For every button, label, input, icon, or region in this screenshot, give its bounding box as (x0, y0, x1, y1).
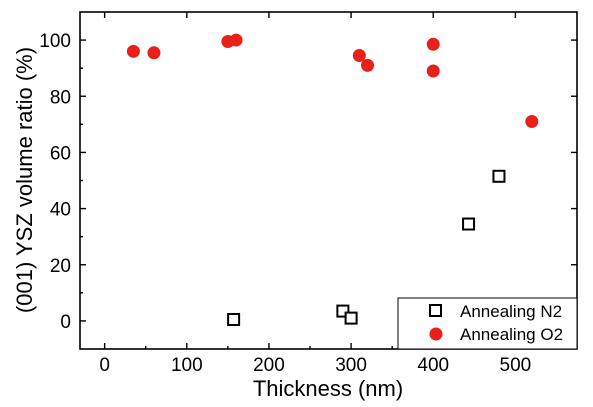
point-annealing-n2 (344, 311, 358, 325)
legend-label-o2: Annealing O2 (460, 325, 563, 344)
x-tick-label: 400 (417, 355, 449, 376)
legend: Annealing N2 Annealing O2 (397, 297, 578, 350)
y-tick-label: 0 (60, 312, 71, 333)
point-annealing-o2 (126, 44, 140, 58)
x-tick-label: 300 (335, 355, 367, 376)
point-annealing-o2 (426, 37, 440, 51)
y-axis: 0 20 40 60 80 100 (39, 31, 577, 333)
legend-marker-o2 (429, 327, 443, 341)
legend-marker-n2 (429, 304, 442, 317)
point-annealing-n2 (227, 313, 241, 327)
point-annealing-o2 (147, 46, 161, 60)
y-tick-label: 40 (50, 200, 71, 221)
legend-box (397, 297, 578, 350)
point-annealing-n2 (336, 304, 350, 318)
data-points (126, 33, 539, 327)
point-annealing-o2 (229, 33, 243, 47)
point-annealing-n2 (462, 217, 476, 231)
point-annealing-o2 (525, 115, 539, 129)
y-tick-label: 80 (50, 87, 71, 108)
y-tick-label: 100 (39, 31, 71, 52)
y-axis-title: (001) YSZ volume ratio (%) (12, 47, 37, 313)
y-tick-label: 60 (50, 143, 71, 164)
x-tick-label: 100 (171, 355, 203, 376)
point-annealing-o2 (426, 64, 440, 78)
x-tick-label: 500 (500, 355, 532, 376)
point-annealing-o2 (361, 58, 375, 72)
point-annealing-n2 (492, 169, 506, 183)
x-axis-title: Thickness (nm) (253, 376, 403, 401)
x-tick-label: 200 (253, 355, 285, 376)
x-axis: 0 100 200 300 400 500 (99, 12, 531, 376)
y-tick-label: 20 (50, 256, 71, 277)
legend-label-n2: Annealing N2 (460, 302, 562, 321)
point-annealing-o2 (352, 49, 366, 63)
x-tick-label: 0 (99, 355, 110, 376)
